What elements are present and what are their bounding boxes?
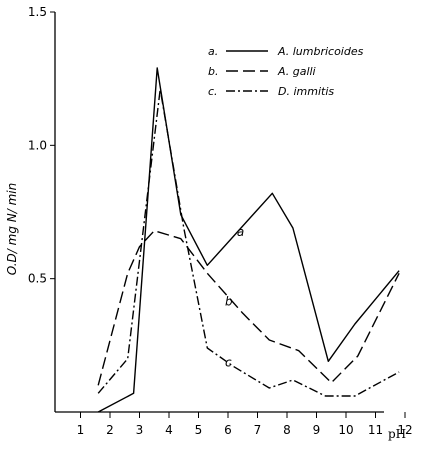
x-tick-label: 7 [254,423,262,437]
legend-entry: A. galli [277,65,316,78]
x-tick-label: 5 [195,423,203,437]
legend-key: a. [208,45,218,58]
series-line-b [97,230,400,386]
ticks: 1 2 3 4 5 6 7 8 9 10 11 120.51.01.5 [28,5,413,437]
x-tick-label: 2 [106,423,114,437]
series-line-c [97,88,400,397]
x-tick-label: 10 [338,423,353,437]
legend-entry: A. lumbricoides [277,45,364,58]
x-tick-label: 4 [165,423,173,437]
series-letter-c: c [225,356,232,370]
y-tick-label: 0.5 [28,272,47,286]
series-letter-b: b [225,294,233,308]
x-tick-label: 11 [368,423,383,437]
x-tick-label: 8 [283,423,291,437]
x-axis-label: pH [388,427,406,441]
series-lines [97,67,400,413]
y-axis-label: O.D/ mg N/ min [5,183,19,275]
y-tick-label: 1.5 [28,5,47,19]
series-labels: a b c [225,225,244,370]
legend: a. A. lumbricoides b. A. galli c. D. immitis [208,45,364,98]
legend-key: b. [208,65,218,78]
x-tick-label: 6 [224,423,232,437]
legend-entry: D. immitis [278,85,334,98]
y-tick-label: 1.0 [28,138,47,152]
legend-key: c. [208,85,218,98]
x-tick-label: 9 [313,423,321,437]
x-tick-label: 1 [77,423,85,437]
series-line-a [97,67,400,413]
series-letter-a: a [237,225,244,239]
x-tick-label: 12 [397,423,412,437]
x-tick-label: 3 [136,423,144,437]
